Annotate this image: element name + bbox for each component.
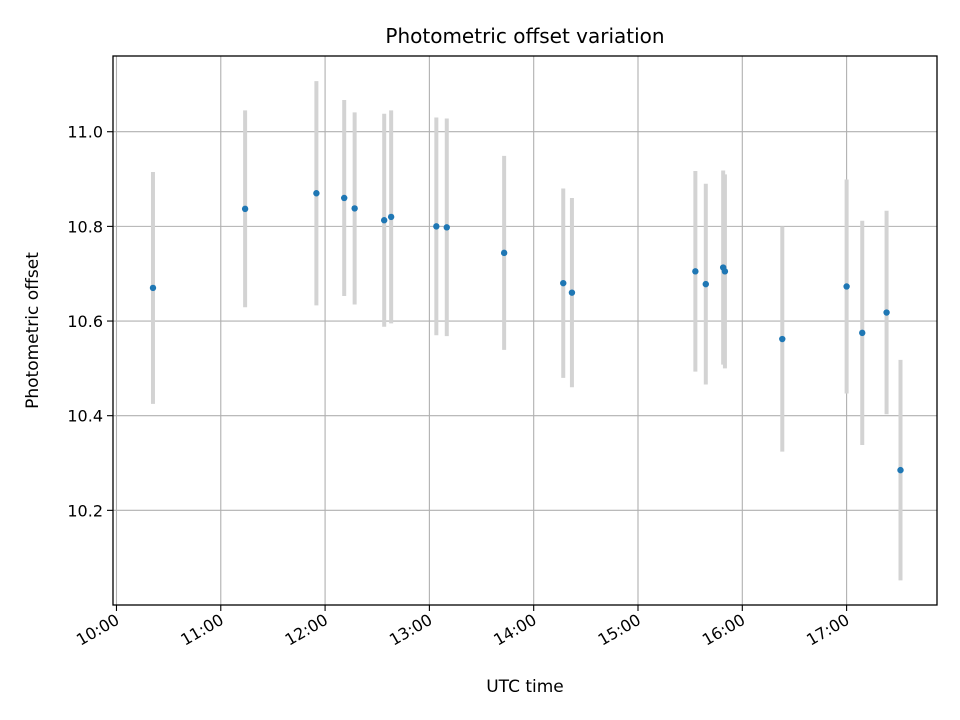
- y-tick-label: 11.0: [67, 123, 103, 142]
- y-tick-label: 10.6: [67, 312, 103, 331]
- chart-title: Photometric offset variation: [385, 24, 664, 48]
- data-point: [241, 205, 249, 213]
- data-point: [560, 279, 567, 287]
- y-axis: 10.2 10.4 10.6 10.8 11.0: [67, 123, 113, 520]
- data-point: [341, 194, 348, 202]
- y-tick-label: 10.8: [67, 217, 103, 236]
- data-point: [351, 205, 358, 212]
- data-point: [380, 217, 388, 224]
- y-axis-title: Photometric offset: [23, 252, 43, 409]
- data-point: [443, 224, 450, 231]
- data-point: [859, 329, 866, 337]
- y-tick-label: 10.4: [67, 407, 103, 426]
- data-point: [387, 213, 395, 221]
- data-point: [883, 309, 890, 316]
- data-point: [149, 284, 157, 292]
- data-point: [843, 283, 850, 290]
- data-point: [313, 190, 320, 197]
- data-point: [721, 268, 729, 275]
- data-point: [500, 249, 508, 257]
- x-axis-title: UTC time: [486, 677, 564, 697]
- data-points: [149, 190, 904, 474]
- y-tick-label: 10.2: [67, 501, 103, 520]
- data-point: [897, 466, 904, 474]
- data-point: [702, 280, 709, 288]
- plot-frame: [112, 55, 938, 606]
- data-point: [433, 223, 440, 230]
- data-point: [779, 335, 786, 343]
- grid: [113, 56, 937, 605]
- data-point: [692, 268, 699, 275]
- data-point: [568, 289, 576, 296]
